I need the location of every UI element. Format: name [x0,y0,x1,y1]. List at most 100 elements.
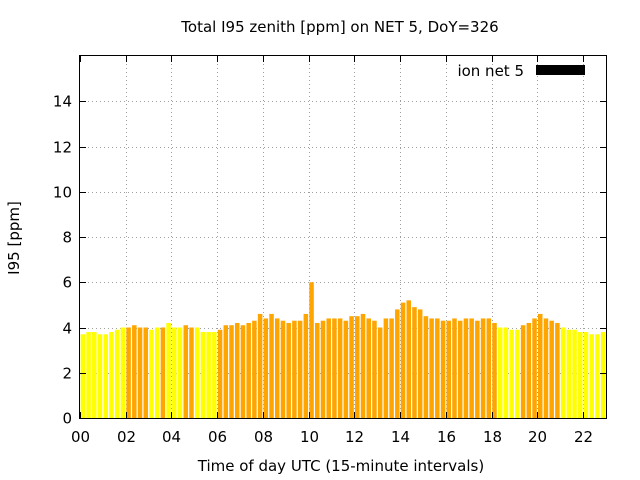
bar [578,332,583,418]
y-tick-label: 6 [62,274,72,292]
bar [217,329,223,418]
bar [469,318,474,418]
bar [160,327,166,418]
y-tick-label: 12 [53,139,72,157]
bar [492,322,497,418]
x-tick-label: 18 [483,428,502,446]
bar [543,318,549,418]
bar [566,329,572,418]
grid [80,56,606,418]
bar [234,322,240,418]
x-axis-label: Time of day UTC (15-minute intervals) [197,457,484,475]
bar [292,320,297,418]
bar [92,332,97,418]
bar [103,334,108,418]
x-tick-label: 16 [437,428,456,446]
bar [446,320,452,418]
y-tick-label: 0 [62,410,72,428]
bar [109,332,114,418]
bar [332,318,337,418]
bar [297,320,303,418]
x-tick-label: 22 [574,428,593,446]
ticks [80,56,606,419]
bar [526,322,532,418]
bar [589,334,594,418]
bar [114,329,120,418]
y-tick-label: 10 [53,184,72,202]
x-tick-label: 20 [528,428,547,446]
bar [480,318,486,418]
y-axis-label: I95 [ppm] [5,201,23,275]
bar [503,327,509,418]
y-tick-label: 8 [62,229,72,247]
bar [212,332,217,418]
legend: ion net 5 [457,62,585,80]
bar [572,329,577,418]
bar [549,320,554,418]
y-tick-label: 2 [62,365,72,383]
bar [166,322,171,418]
bar [252,320,257,418]
bars [80,282,606,418]
bar [349,316,354,418]
bar [595,334,600,418]
x-tick-label: 14 [391,428,410,446]
bar [497,327,503,418]
bar [246,322,251,418]
bar [257,313,263,418]
bar [149,329,154,418]
bar [143,327,149,418]
bar [97,334,103,418]
bar [417,309,423,418]
y-tick-label: 4 [62,320,72,338]
bar [515,329,520,418]
bar [400,302,406,418]
bar [189,327,194,418]
bar [309,282,314,418]
bar [383,318,389,418]
bar [263,318,269,418]
bar [240,325,246,418]
x-tick-label: 12 [345,428,364,446]
bar [406,300,412,418]
bar [132,325,137,418]
bar [280,320,286,418]
bar [80,334,86,418]
bar [560,327,566,418]
bar [452,318,457,418]
x-tick-label: 08 [254,428,273,446]
bar [509,329,514,418]
bar [457,320,463,418]
chart-title: Total I95 zenith [ppm] on NET 5, DoY=326 [180,18,498,36]
bar [269,313,274,418]
bar [286,322,291,418]
bar [355,316,360,418]
bar [183,325,189,418]
bar [537,313,543,418]
bar [274,318,280,418]
bar [360,313,366,418]
bar [206,332,211,418]
y-tick-label: 14 [53,93,72,111]
bar [366,318,371,418]
bar [412,307,417,418]
legend-label: ion net 5 [457,62,524,80]
bar [377,327,383,418]
bar [229,325,234,418]
bar [532,318,537,418]
bar [177,327,183,418]
bar [440,320,446,418]
x-tick-label: 04 [162,428,181,446]
bar [583,332,589,418]
bar [600,332,606,418]
bar [126,327,131,418]
bar [429,318,434,418]
legend-swatch [536,65,585,75]
bar [200,332,206,418]
x-tick-label: 02 [117,428,136,446]
bar [172,327,177,418]
bar [555,322,560,418]
bar [326,318,331,418]
bar [372,320,377,418]
bar [463,318,469,418]
